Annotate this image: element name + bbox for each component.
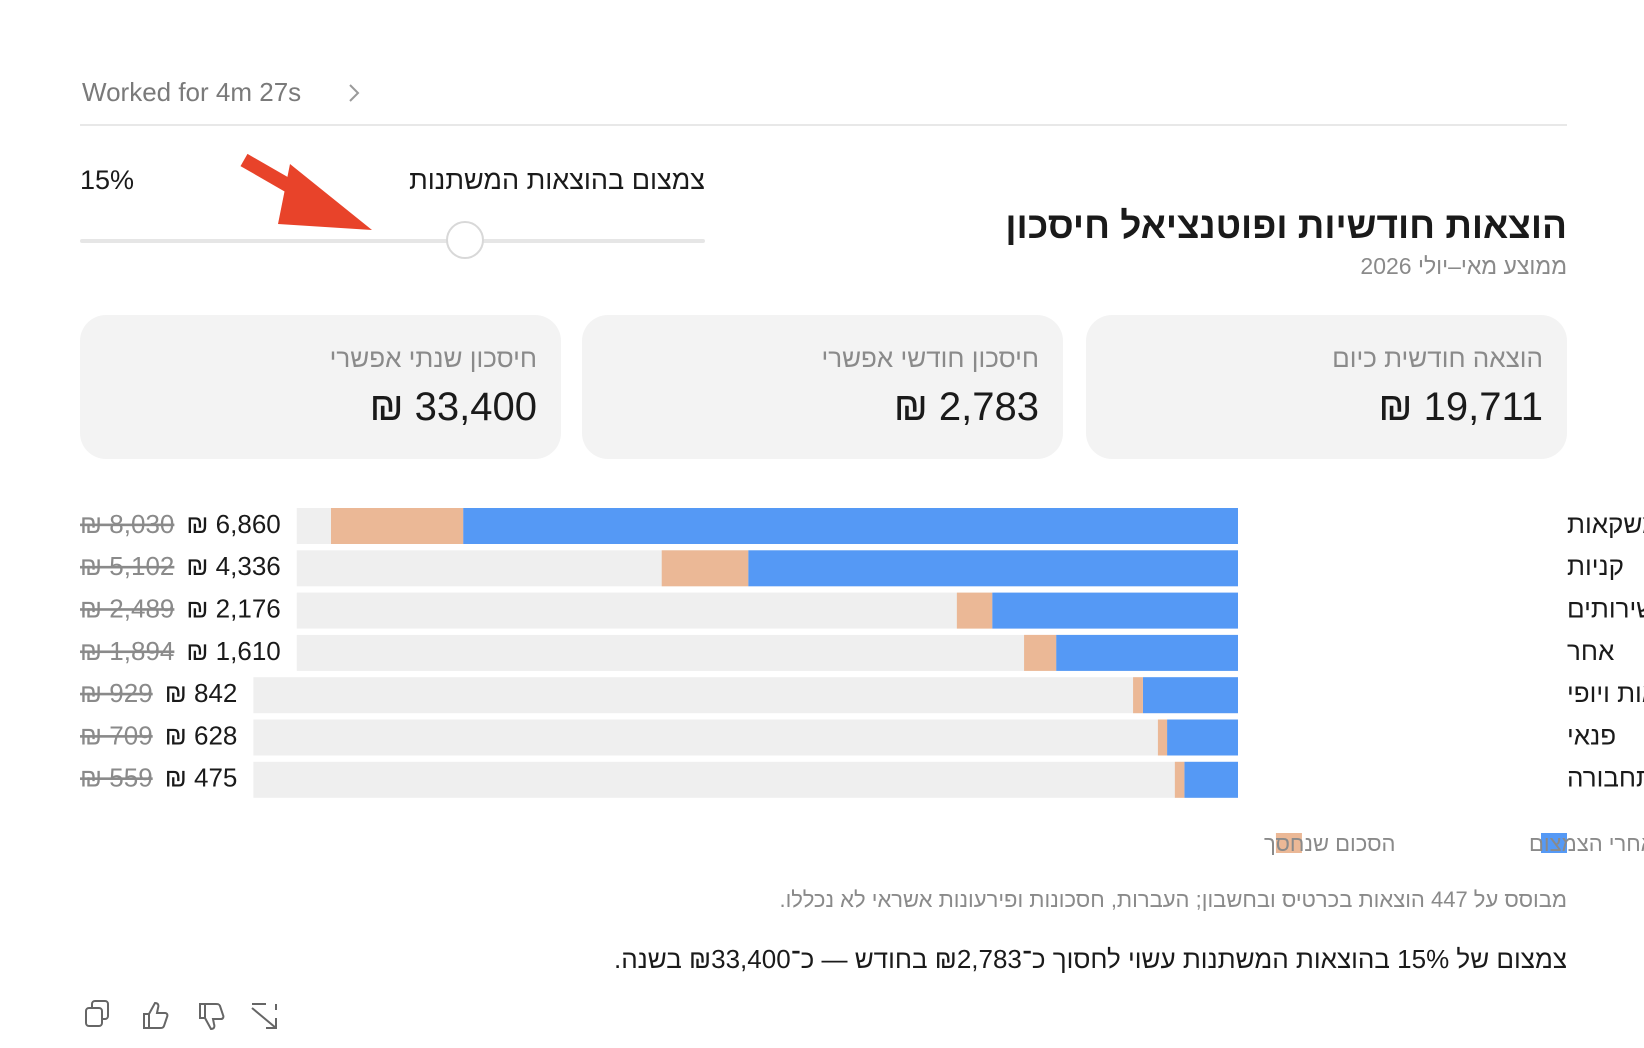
legend-label: הוצאה אחרי הצמצום	[1529, 831, 1644, 856]
bar-segment	[331, 508, 464, 544]
legend-swatch	[1275, 833, 1302, 853]
copy-icon[interactable]	[85, 1000, 109, 1027]
slider-value: 15%	[80, 165, 135, 195]
bar-segment	[1184, 761, 1238, 798]
status[interactable]: Worked for 4m 27s	[82, 77, 302, 107]
chevron	[349, 84, 360, 102]
before-label: ₪ 559	[80, 763, 153, 793]
card-value: ₪ 2,783	[893, 385, 1039, 429]
bar-segment	[748, 550, 1238, 587]
legend-label: הסכום שנחסך	[1264, 831, 1396, 856]
chart: אוכל ומשקאות ₪ 8,030 ₪ 6,860 קניות ₪ 5,102 ₪ …	[80, 508, 1644, 856]
bar-segment	[1056, 634, 1238, 671]
bar-track	[253, 719, 1238, 756]
card-label: הוצאה חודשית כיום	[1332, 343, 1543, 373]
value-label: ₪ 628	[165, 720, 238, 750]
category-label: אוכל ומשקאות	[1567, 509, 1644, 539]
before-label: ₪ 709	[80, 720, 153, 750]
slider-label: צמצום בהוצאות המשתנות	[409, 165, 705, 195]
value-label: ₪ 842	[165, 678, 238, 708]
bar-track	[253, 677, 1238, 714]
bar-segment	[463, 508, 1238, 544]
bar-segment	[1174, 761, 1185, 798]
before-label: ₪ 2,489	[80, 593, 174, 623]
category-label: פנאי	[1567, 720, 1616, 750]
before-label: ₪ 1,894	[80, 636, 174, 666]
thumbs-up-icon[interactable]	[143, 1001, 169, 1029]
summary: צמצום של 15% בהוצאות המשתנות עשוי לחסוך …	[613, 944, 1567, 974]
bar-segment	[1133, 677, 1143, 714]
bar-segment	[1167, 719, 1238, 756]
action-icons	[85, 1000, 277, 1031]
before-label: ₪ 5,102	[80, 551, 174, 581]
value-label: ₪ 475	[165, 763, 238, 793]
share-icon[interactable]	[251, 1003, 277, 1029]
value-label: ₪ 4,336	[186, 551, 280, 581]
category-label: קניות	[1567, 551, 1624, 581]
before-label: ₪ 929	[80, 678, 153, 708]
card-value: ₪ 33,400	[369, 385, 537, 429]
card-label: חיסכון חודשי אפשרי	[821, 343, 1039, 373]
bar-segment	[1157, 719, 1168, 756]
bar-segment	[992, 592, 1238, 629]
subtitle: ממוצע מאי–יולי 2026	[1360, 253, 1567, 279]
thumbs-down-icon[interactable]	[199, 1003, 225, 1031]
bar-segment	[661, 550, 749, 587]
value-label: ₪ 1,610	[186, 636, 280, 666]
slider-track	[80, 239, 705, 243]
footnote: מבוסס על 447 הוצאות בכרטיס ובחשבון; העבר…	[779, 887, 1567, 912]
category-label: אחר	[1567, 636, 1614, 666]
divider	[80, 124, 1567, 126]
slider-thumb[interactable]	[446, 221, 484, 259]
card: חיסכון שנתי אפשרי ₪ 33,400	[80, 315, 561, 459]
bar-track	[253, 761, 1238, 798]
card: הוצאה חודשית כיום ₪ 19,711	[1086, 315, 1567, 459]
value-label: ₪ 6,860	[186, 509, 280, 539]
card: חיסכון חודשי אפשרי ₪ 2,783	[582, 315, 1063, 459]
value-label: ₪ 2,176	[186, 593, 280, 623]
bar-segment	[1142, 677, 1238, 714]
before-label: ₪ 8,030	[80, 509, 174, 539]
category-label: בריאות ויופי	[1567, 678, 1644, 708]
category-label: תחבורה	[1567, 763, 1644, 793]
category-label: בית ושירותים	[1567, 593, 1644, 623]
bar-segment	[956, 592, 993, 629]
annotation-arrow	[240, 153, 372, 230]
bar-segment	[1024, 634, 1057, 671]
card-value: ₪ 19,711	[1378, 385, 1543, 429]
legend-swatch	[1541, 833, 1567, 853]
title: הוצאות חודשיות ופוטנציאל חיסכון	[1005, 205, 1567, 246]
card-label: חיסכון שנתי אפשרי	[329, 343, 537, 373]
